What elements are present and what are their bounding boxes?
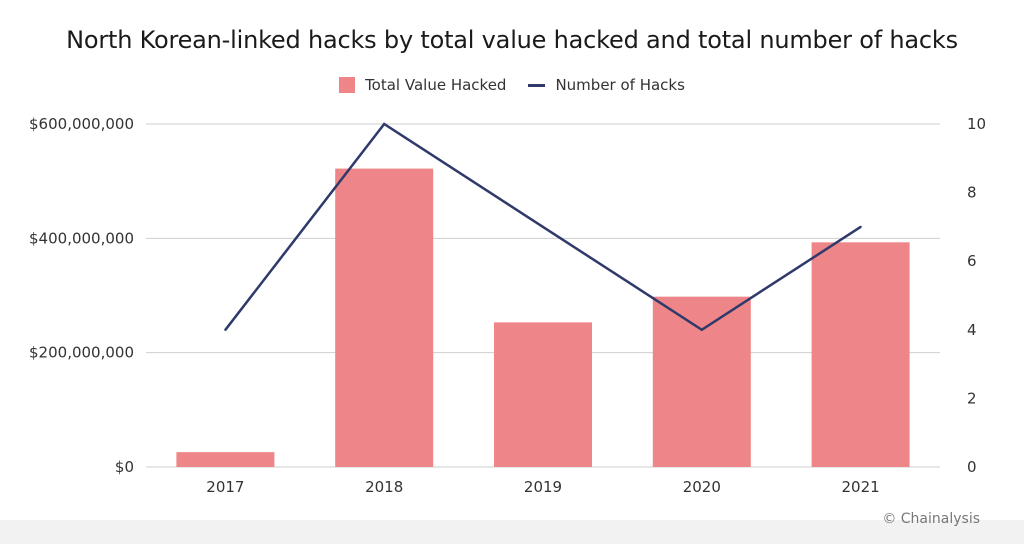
chart-plot: $0 $200,000,000 $400,000,000 $600,000,000 0 2…: [29, 115, 986, 496]
y-left-tick-label: $600,000,000: [29, 115, 134, 133]
y-right-tick-label: 10: [967, 115, 986, 133]
axis-layer: $0 $200,000,000 $400,000,000 $600,000,000 0 2…: [29, 115, 986, 496]
y-right-tick-label: 8: [967, 184, 977, 202]
point-2019: [541, 225, 545, 229]
legend-item-number-of-hacks: Number of Hacks: [528, 76, 685, 94]
legend: Total Value Hacked Number of Hacks: [0, 76, 1024, 94]
y-right-tick-label: 2: [967, 389, 977, 407]
x-tick-label: 2019: [524, 478, 562, 496]
footer-band: [0, 520, 1024, 544]
point-2018: [383, 122, 386, 126]
legend-swatch-bar: [339, 77, 356, 93]
y-left-tick-label: $400,000,000: [29, 229, 134, 247]
bar-2021: [811, 242, 910, 467]
point-2020: [700, 328, 703, 331]
bar-layer: [176, 168, 910, 467]
bar-2017: [176, 452, 275, 467]
legend-label-total-value: Total Value Hacked: [365, 76, 507, 94]
bar-2019: [494, 322, 592, 467]
y-right-tick-label: 6: [967, 252, 977, 270]
legend-swatch-line: [528, 83, 546, 87]
y-left-tick-label: $200,000,000: [29, 344, 134, 362]
point-2021: [859, 225, 862, 229]
credit-text: © Chainalysis: [882, 511, 980, 527]
y-right-tick-label: 0: [967, 458, 977, 476]
chart-title: North Korean-linked hacks by total value…: [66, 26, 958, 54]
y-left-tick-label: $0: [115, 458, 134, 476]
point-2017: [224, 328, 227, 331]
y-right-tick-label: 4: [967, 321, 977, 339]
x-tick-label: 2021: [842, 478, 880, 496]
bar-2018: [335, 168, 434, 467]
x-tick-label: 2020: [683, 478, 721, 496]
legend-label-number-of-hacks: Number of Hacks: [555, 76, 685, 94]
line-layer: [224, 122, 862, 332]
legend-item-total-value: Total Value Hacked: [339, 76, 506, 94]
x-tick-label: 2017: [206, 478, 244, 496]
x-tick-label: 2018: [365, 478, 403, 496]
bar-2020: [652, 296, 751, 467]
